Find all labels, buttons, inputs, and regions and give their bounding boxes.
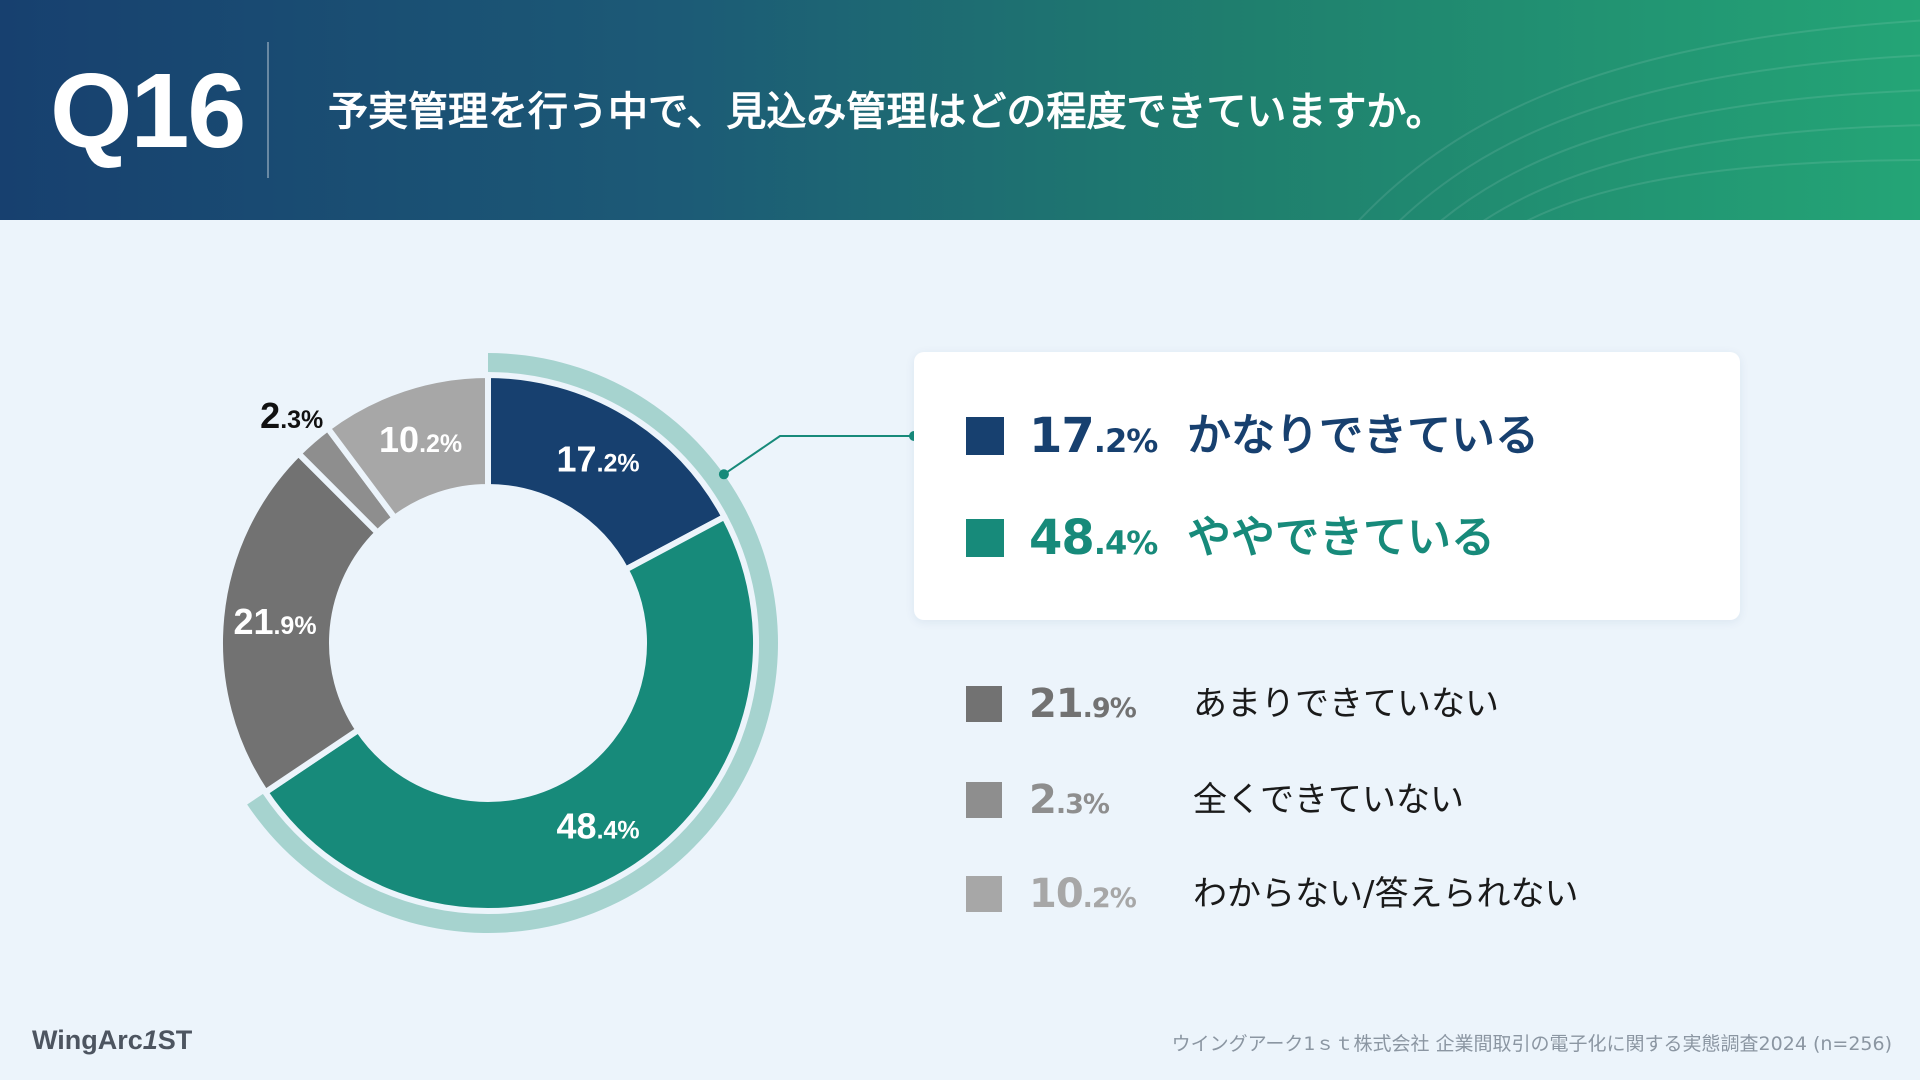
logo-mark: 1 bbox=[142, 1025, 158, 1055]
legend-swatch bbox=[966, 782, 1002, 818]
legend-percentage: 48.4% bbox=[1029, 510, 1158, 566]
legend-percentage: 17.2% bbox=[1029, 408, 1158, 464]
donut-slice-5 bbox=[324, 372, 491, 521]
legend-swatch bbox=[966, 686, 1002, 722]
wingarc-logo: WingArc1ST bbox=[32, 1020, 192, 1060]
donut-slice-2 bbox=[262, 513, 759, 914]
slice-label-1: 17.2% bbox=[557, 438, 640, 479]
donut-slice-1 bbox=[485, 372, 728, 573]
legend-percentage: 10.2% bbox=[1029, 871, 1137, 917]
callout-line bbox=[723, 435, 914, 476]
highlight-legend-box bbox=[914, 352, 1740, 620]
donut-slice-3 bbox=[217, 450, 381, 796]
source-note: ウイングアーク1ｓｔ株式会社 企業間取引の電子化に関する実態調査2024 (n=… bbox=[1171, 1033, 1892, 1055]
question-text: 予実管理を行う中で、見込み管理はどの程度できていますか。 bbox=[328, 89, 1446, 135]
callout-dot-start bbox=[718, 469, 729, 480]
legend-label: かなりできている bbox=[1187, 410, 1539, 461]
legend-label: ややできている bbox=[1187, 512, 1495, 563]
slice-label-5: 10.2% bbox=[379, 419, 462, 460]
header-wave-decoration bbox=[1357, 19, 1920, 220]
legend-swatch bbox=[966, 876, 1002, 912]
slice-label-2: 48.4% bbox=[557, 806, 640, 847]
legend-label: あまりできていない bbox=[1193, 684, 1499, 724]
slice-label-3: 21.9% bbox=[233, 601, 316, 642]
legend-label: わからない/答えられない bbox=[1193, 874, 1579, 914]
legend-percentage: 2.3% bbox=[1029, 777, 1110, 823]
legend-swatch bbox=[966, 417, 1004, 455]
slice-label-4: 2.3% bbox=[260, 395, 323, 436]
legend-label: 全くできていない bbox=[1193, 780, 1464, 820]
logo-text: WingArc bbox=[32, 1025, 143, 1055]
legend-swatch bbox=[966, 519, 1004, 557]
question-number: Q16 bbox=[50, 52, 246, 170]
header-banner: Q16 予実管理を行う中で、見込み管理はどの程度できていますか。 bbox=[0, 0, 1920, 220]
logo-suffix: ST bbox=[157, 1025, 193, 1055]
header-divider bbox=[267, 42, 269, 178]
legend-percentage: 21.9% bbox=[1029, 681, 1137, 727]
